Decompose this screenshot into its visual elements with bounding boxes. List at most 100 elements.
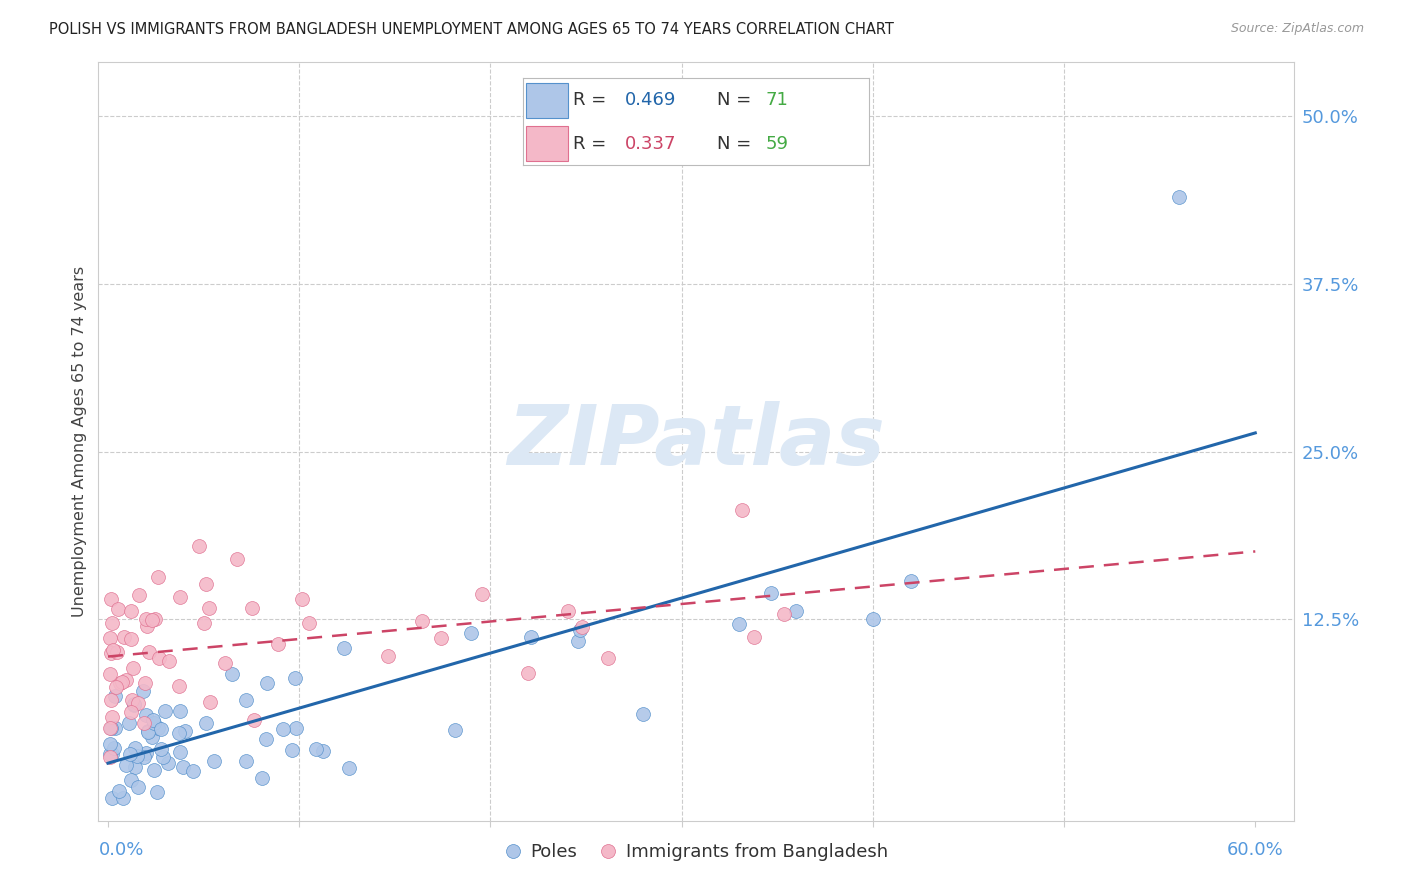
Point: [202, 754, 225, 768]
Point: [143, 612, 166, 626]
Point: [250, 771, 273, 785]
Point: [567, 634, 589, 648]
Point: [169, 745, 191, 759]
Point: [111, 790, 134, 805]
Point: [444, 723, 467, 737]
Point: [167, 725, 190, 739]
Point: [135, 619, 157, 633]
Point: [146, 785, 169, 799]
Point: [728, 617, 751, 632]
Point: [256, 731, 278, 746]
Point: [101, 616, 124, 631]
Point: [569, 623, 592, 637]
Point: [411, 615, 433, 629]
Text: ZIPatlas: ZIPatlas: [508, 401, 884, 482]
Point: [157, 756, 180, 770]
Point: [135, 707, 157, 722]
Point: [124, 698, 146, 713]
Point: [1167, 189, 1189, 203]
Point: [120, 632, 142, 646]
Point: [134, 676, 156, 690]
Point: [235, 693, 257, 707]
Point: [519, 630, 541, 644]
Point: [633, 707, 655, 722]
Point: [135, 746, 157, 760]
Point: [240, 601, 263, 615]
Point: [256, 676, 278, 690]
Point: [127, 696, 149, 710]
Point: [305, 741, 328, 756]
Point: [108, 675, 131, 690]
Point: [148, 570, 170, 584]
Point: [98, 747, 121, 762]
Point: [105, 644, 128, 658]
Point: [142, 716, 165, 731]
Point: [111, 675, 134, 690]
Point: [98, 737, 121, 751]
Point: [281, 742, 304, 756]
Point: [167, 680, 190, 694]
Point: [104, 721, 127, 735]
Point: [169, 590, 191, 604]
Point: [271, 722, 294, 736]
Point: [100, 747, 122, 761]
Point: [118, 716, 141, 731]
Point: [122, 661, 145, 675]
Text: 0.0%: 0.0%: [98, 841, 143, 859]
Point: [242, 714, 264, 728]
Point: [169, 704, 191, 718]
Point: [103, 689, 125, 703]
Point: [101, 643, 124, 657]
Point: [115, 757, 138, 772]
Point: [430, 631, 453, 645]
Point: [173, 724, 195, 739]
Y-axis label: Unemployment Among Ages 65 to 74 years: Unemployment Among Ages 65 to 74 years: [72, 266, 87, 617]
Text: POLISH VS IMMIGRANTS FROM BANGLADESH UNEMPLOYMENT AMONG AGES 65 TO 74 YEARS CORR: POLISH VS IMMIGRANTS FROM BANGLADESH UNE…: [49, 22, 894, 37]
Point: [862, 612, 884, 626]
Point: [214, 657, 236, 671]
Point: [127, 780, 149, 795]
Text: Source: ZipAtlas.com: Source: ZipAtlas.com: [1230, 22, 1364, 36]
Point: [149, 722, 172, 736]
Point: [135, 612, 157, 626]
Point: [105, 680, 128, 694]
Point: [98, 667, 121, 681]
Point: [183, 764, 205, 778]
Point: [284, 671, 307, 685]
Point: [148, 651, 170, 665]
Point: [785, 605, 807, 619]
Point: [98, 631, 121, 645]
Point: [200, 695, 222, 709]
Point: [759, 585, 782, 599]
Point: [100, 592, 122, 607]
Point: [267, 637, 290, 651]
Point: [103, 740, 125, 755]
Point: [195, 577, 218, 591]
Point: [127, 749, 149, 764]
Point: [571, 620, 593, 634]
Point: [297, 616, 319, 631]
Point: [122, 697, 145, 711]
Point: [142, 764, 165, 778]
Point: [900, 574, 922, 589]
Point: [118, 747, 141, 761]
Point: [100, 721, 122, 735]
Legend: Poles, Immigrants from Bangladesh: Poles, Immigrants from Bangladesh: [496, 836, 896, 869]
Point: [124, 740, 146, 755]
Point: [120, 604, 142, 618]
Point: [128, 588, 150, 602]
Point: [460, 625, 482, 640]
Point: [98, 750, 121, 764]
Point: [312, 744, 335, 758]
Point: [120, 773, 142, 788]
Point: [172, 760, 194, 774]
Point: [773, 607, 796, 622]
Point: [517, 665, 540, 680]
Point: [377, 648, 399, 663]
Point: [742, 630, 765, 644]
Point: [157, 654, 180, 668]
Point: [221, 667, 243, 681]
Point: [291, 591, 314, 606]
Point: [100, 710, 122, 724]
Point: [557, 604, 579, 618]
